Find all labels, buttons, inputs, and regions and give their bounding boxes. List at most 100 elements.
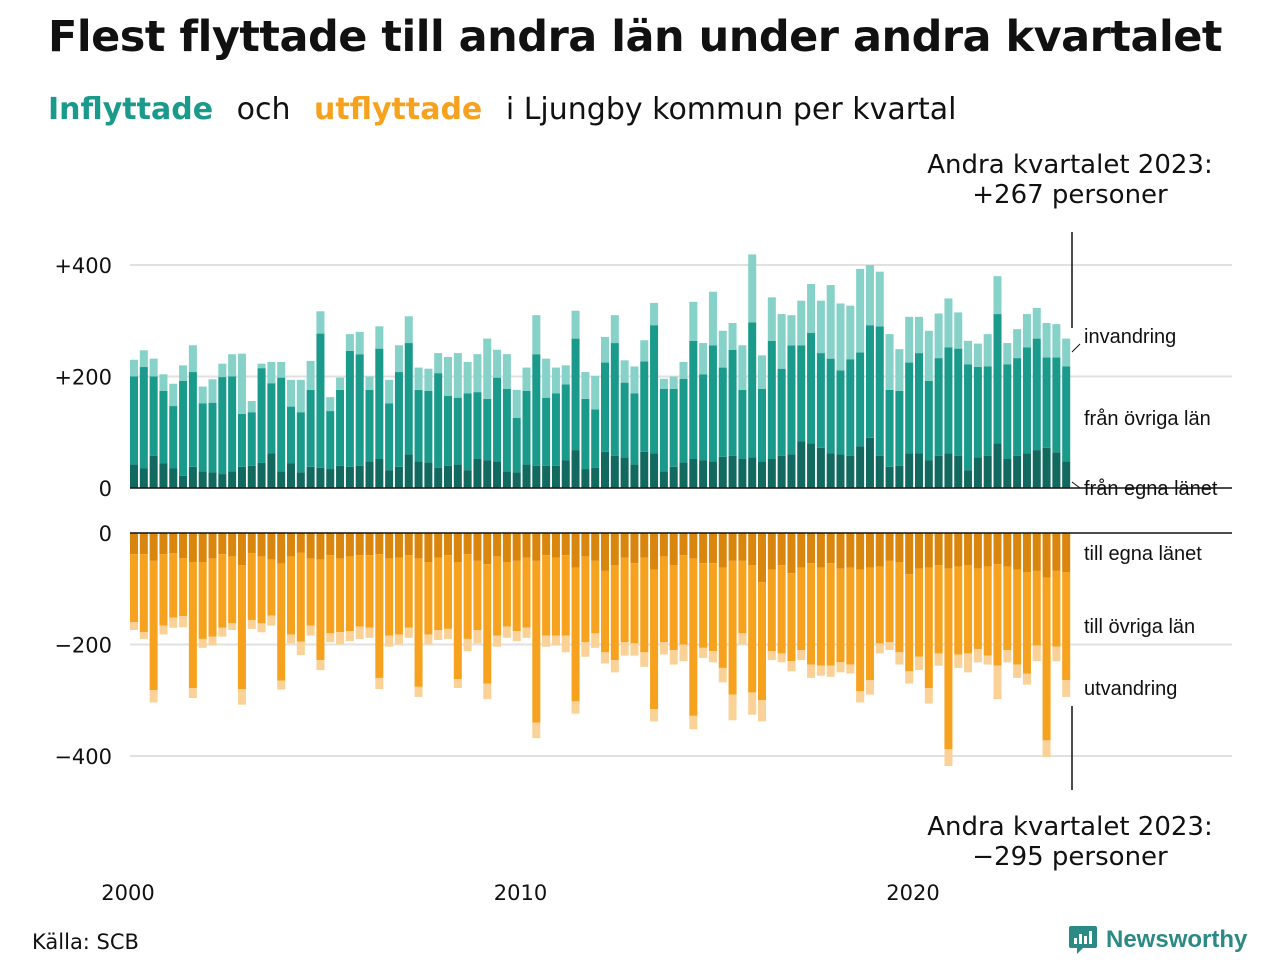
annotation-bottom-line1: Andra kvartalet 2023: bbox=[927, 812, 1213, 842]
bar-till-ovriga-lan bbox=[522, 557, 531, 628]
bar-till-ovriga-lan bbox=[738, 560, 747, 634]
bar-till-ovriga-lan bbox=[1022, 572, 1031, 674]
bar-utvandring bbox=[1003, 650, 1012, 663]
bar-invandring bbox=[679, 362, 688, 379]
bar-till-ovriga-lan bbox=[237, 565, 246, 690]
bar-till-egna-lanet bbox=[924, 533, 933, 568]
bar-fran-egna-lanet bbox=[365, 461, 374, 488]
bar-utvandring bbox=[355, 626, 364, 639]
bar-invandring bbox=[601, 336, 610, 363]
bar-till-egna-lanet bbox=[355, 533, 364, 556]
bar-till-ovriga-lan bbox=[473, 560, 482, 631]
bar-till-egna-lanet bbox=[316, 533, 325, 560]
bar-till-egna-lanet bbox=[287, 533, 296, 557]
bar-till-ovriga-lan bbox=[767, 569, 776, 652]
bar-till-ovriga-lan bbox=[816, 567, 825, 666]
bar-invandring bbox=[856, 268, 865, 353]
bar-invandring bbox=[463, 362, 472, 394]
bar-fran-ovriga-lan bbox=[1042, 357, 1051, 448]
bar-till-ovriga-lan bbox=[954, 566, 963, 655]
bar-till-ovriga-lan bbox=[807, 563, 816, 665]
bar-utvandring bbox=[336, 632, 345, 645]
bar-utvandring bbox=[208, 636, 217, 646]
bar-invandring bbox=[483, 338, 492, 399]
bar-fran-egna-lanet bbox=[493, 461, 502, 488]
bar-fran-ovriga-lan bbox=[728, 349, 737, 456]
bar-invandring bbox=[1003, 343, 1012, 365]
bar-fran-egna-lanet bbox=[355, 465, 364, 488]
bar-utvandring bbox=[777, 653, 786, 663]
bar-invandring bbox=[669, 376, 678, 389]
bar-till-ovriga-lan bbox=[159, 554, 168, 626]
bar-till-ovriga-lan bbox=[512, 560, 521, 632]
bar-till-ovriga-lan bbox=[198, 561, 207, 639]
bar-till-ovriga-lan bbox=[385, 558, 394, 636]
bar-fran-egna-lanet bbox=[444, 465, 453, 488]
bar-till-ovriga-lan bbox=[355, 555, 364, 627]
bar-till-egna-lanet bbox=[149, 533, 158, 561]
bar-till-egna-lanet bbox=[748, 533, 757, 566]
bar-fran-ovriga-lan bbox=[934, 358, 943, 456]
bar-fran-ovriga-lan bbox=[865, 325, 874, 438]
bar-utvandring bbox=[277, 680, 286, 690]
bar-till-ovriga-lan bbox=[365, 555, 374, 628]
bar-fran-egna-lanet bbox=[179, 475, 188, 489]
bar-till-ovriga-lan bbox=[404, 555, 413, 628]
bar-invandring bbox=[915, 316, 924, 354]
bar-invandring bbox=[973, 343, 982, 368]
bar-utvandring bbox=[581, 642, 590, 657]
bar-till-ovriga-lan bbox=[620, 557, 629, 643]
bar-till-ovriga-lan bbox=[424, 561, 433, 635]
bar-fran-egna-lanet bbox=[542, 465, 551, 488]
bar-till-ovriga-lan bbox=[218, 554, 227, 628]
bar-utvandring bbox=[826, 665, 835, 677]
bar-fran-egna-lanet bbox=[1052, 452, 1061, 488]
inflyttade-y-tick-label: +200 bbox=[54, 366, 112, 390]
bar-fran-ovriga-lan bbox=[257, 368, 266, 463]
bar-utvandring bbox=[365, 627, 374, 638]
bar-fran-ovriga-lan bbox=[208, 402, 217, 473]
bar-invandring bbox=[944, 298, 953, 348]
bar-utvandring bbox=[149, 690, 158, 703]
bar-fran-egna-lanet bbox=[414, 461, 423, 488]
bar-fran-ovriga-lan bbox=[561, 384, 570, 461]
bar-till-egna-lanet bbox=[699, 533, 708, 564]
bar-till-ovriga-lan bbox=[758, 582, 767, 701]
bar-fran-ovriga-lan bbox=[306, 389, 315, 467]
bar-fran-ovriga-lan bbox=[532, 354, 541, 466]
bar-utvandring bbox=[875, 643, 884, 654]
bar-utvandring bbox=[846, 664, 855, 674]
bar-till-ovriga-lan bbox=[905, 574, 914, 672]
bar-fran-egna-lanet bbox=[385, 470, 394, 488]
bar-fran-ovriga-lan bbox=[247, 412, 256, 466]
bar-till-egna-lanet bbox=[826, 533, 835, 564]
utflyttade-y-tick-label: −200 bbox=[54, 634, 112, 658]
bar-fran-ovriga-lan bbox=[689, 340, 698, 460]
bar-fran-ovriga-lan bbox=[375, 348, 384, 460]
bar-till-egna-lanet bbox=[973, 533, 982, 569]
bar-invandring bbox=[777, 314, 786, 369]
bar-fran-egna-lanet bbox=[198, 471, 207, 488]
bar-till-egna-lanet bbox=[650, 533, 659, 570]
bar-invandring bbox=[610, 315, 619, 344]
bar-till-egna-lanet bbox=[620, 533, 629, 558]
bar-fran-ovriga-lan bbox=[748, 322, 757, 458]
bar-fran-ovriga-lan bbox=[983, 366, 992, 456]
bar-till-egna-lanet bbox=[453, 533, 462, 562]
bar-till-egna-lanet bbox=[444, 533, 453, 556]
bar-till-egna-lanet bbox=[502, 533, 511, 562]
bar-till-egna-lanet bbox=[208, 533, 217, 559]
bar-till-egna-lanet bbox=[522, 533, 531, 558]
bar-till-ovriga-lan bbox=[689, 558, 698, 716]
bar-invandring bbox=[650, 302, 659, 326]
bar-fran-ovriga-lan bbox=[326, 411, 335, 470]
bar-fran-egna-lanet bbox=[640, 451, 649, 488]
bar-till-egna-lanet bbox=[581, 533, 590, 557]
bar-fran-ovriga-lan bbox=[414, 389, 423, 462]
bar-till-ovriga-lan bbox=[581, 556, 590, 643]
bar-till-ovriga-lan bbox=[277, 563, 286, 681]
brand-logo: Newsworthy bbox=[1068, 924, 1247, 956]
bar-till-ovriga-lan bbox=[650, 569, 659, 710]
bar-utvandring bbox=[816, 665, 825, 676]
bar-fran-ovriga-lan bbox=[1022, 347, 1031, 454]
